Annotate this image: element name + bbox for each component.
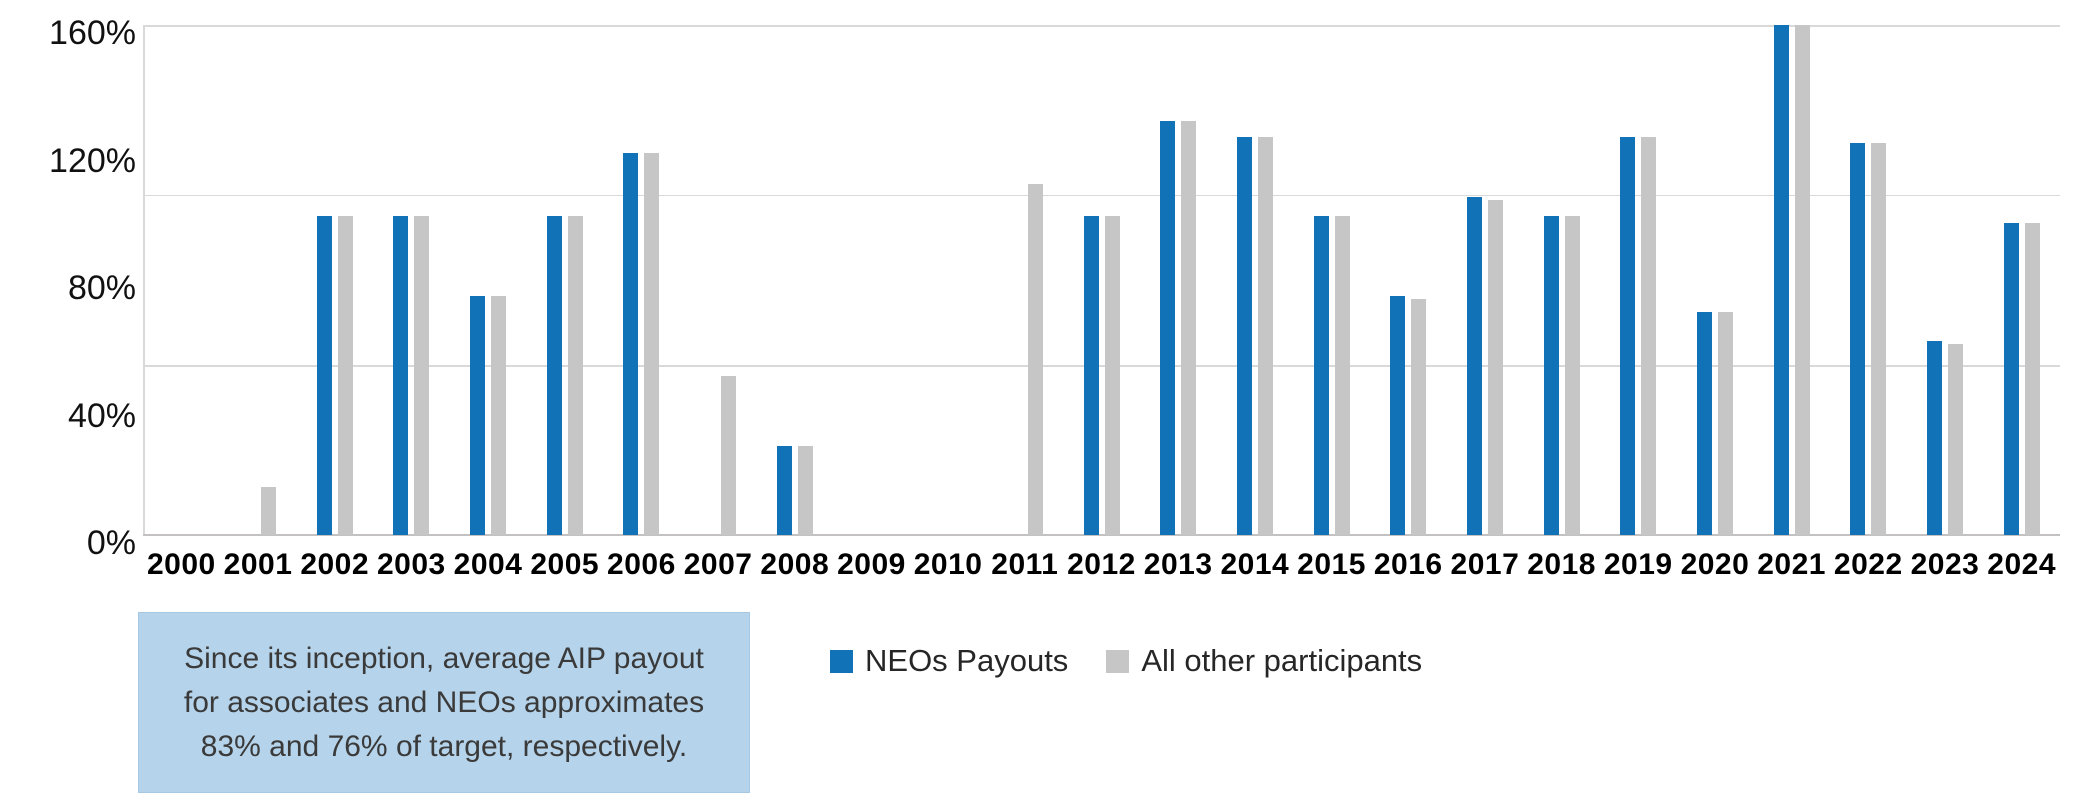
- x-tick-label-2015: 2015: [1297, 548, 1366, 581]
- bar-neos-payouts-2003: [393, 216, 409, 535]
- bar-all-other-participants-2016: [1411, 299, 1427, 535]
- x-tick-label-2001: 2001: [223, 548, 293, 581]
- bar-neos-payouts-2014: [1236, 136, 1252, 535]
- bar-neos-payouts-2008: [776, 445, 792, 535]
- annotation-line: Since its inception, average AIP payout: [184, 641, 704, 675]
- x-tick-label-2019: 2019: [1603, 548, 1673, 581]
- bar-all-other-participants-2002: [337, 216, 353, 535]
- x-tick-label-2018: 2018: [1527, 548, 1596, 581]
- bar-neos-payouts-2020: [1696, 311, 1712, 535]
- x-tick-label-2016: 2016: [1373, 548, 1443, 581]
- legend-label-all-other-participants: All other participants: [1141, 643, 1423, 678]
- bar-neos-payouts-2013: [1160, 120, 1176, 535]
- x-tick-label-2017: 2017: [1450, 548, 1520, 581]
- bar-all-other-participants-2007: [721, 375, 737, 535]
- annotation-line: for associates and NEOs approximates: [183, 685, 705, 719]
- bar-neos-payouts-2019: [1620, 136, 1636, 535]
- bar-all-other-participants-2020: [1717, 311, 1733, 535]
- y-tick-label: 0%: [86, 524, 136, 562]
- legend: NEOs Payouts All other participants: [830, 643, 1422, 679]
- bar-all-other-participants-2012: [1104, 216, 1120, 535]
- legend-label-neos-payouts: NEOs Payouts: [865, 643, 1069, 678]
- x-tick-label-2011: 2011: [991, 548, 1059, 581]
- bar-all-other-participants-2014: [1257, 136, 1273, 535]
- bar-all-other-participants-2006: [644, 152, 660, 535]
- bar-neos-payouts-2021: [1773, 25, 1789, 535]
- y-axis-line: [143, 25, 145, 535]
- x-tick-label-2013: 2013: [1143, 548, 1213, 581]
- x-tick-label-2005: 2005: [530, 548, 600, 581]
- x-tick-label-2008: 2008: [760, 548, 830, 581]
- bar-neos-payouts-2006: [623, 152, 639, 535]
- bar-all-other-participants-2008: [797, 445, 813, 535]
- bar-all-other-participants-2019: [1641, 136, 1657, 535]
- legend-item-all-other-participants: All other participants: [1106, 643, 1422, 679]
- bar-neos-payouts-2015: [1313, 216, 1329, 535]
- bar-all-other-participants-2023: [1947, 343, 1963, 535]
- bar-all-other-participants-2013: [1181, 120, 1197, 535]
- x-tick-label-2007: 2007: [683, 548, 753, 581]
- x-axis-line: [143, 534, 2060, 536]
- bar-all-other-participants-2021: [1794, 25, 1810, 535]
- legend-swatch-all-other-participants: [1106, 649, 1130, 673]
- plot-area: [143, 25, 2060, 536]
- x-tick-label-2024: 2024: [1987, 548, 2057, 581]
- bar-all-other-participants-2003: [414, 216, 430, 535]
- x-tick-label-2012: 2012: [1067, 548, 1136, 581]
- bar-all-other-participants-2011: [1027, 184, 1043, 535]
- x-tick-label-2003: 2003: [377, 548, 446, 581]
- bar-neos-payouts-2002: [316, 216, 332, 535]
- legend-item-neos-payouts: NEOs Payouts: [830, 643, 1068, 679]
- x-tick-label-2020: 2020: [1680, 548, 1750, 581]
- gridline: [143, 25, 2060, 27]
- x-tick-label-2006: 2006: [607, 548, 676, 581]
- bar-neos-payouts-2017: [1466, 197, 1482, 535]
- bar-all-other-participants-2018: [1564, 216, 1580, 535]
- legend-swatch-neos-payouts: [830, 649, 853, 673]
- y-tick-label: 80%: [67, 269, 136, 307]
- x-tick-label-2002: 2002: [300, 548, 370, 581]
- x-tick-label-2021: 2021: [1757, 548, 1826, 581]
- bar-all-other-participants-2024: [2024, 222, 2040, 535]
- x-tick-label-2010: 2010: [913, 548, 983, 581]
- bar-all-other-participants-2005: [567, 216, 583, 535]
- bar-all-other-participants-2015: [1334, 216, 1350, 535]
- x-tick-label-2004: 2004: [453, 548, 523, 581]
- bar-neos-payouts-2016: [1390, 295, 1406, 535]
- gridline: [143, 365, 2060, 367]
- annotation-line: 83% and 76% of target, respectively.: [200, 729, 688, 763]
- y-tick-label: 160%: [49, 14, 136, 52]
- bar-neos-payouts-2012: [1083, 216, 1099, 535]
- bar-neos-payouts-2024: [2003, 222, 2019, 535]
- gridline: [143, 194, 2060, 197]
- bar-neos-payouts-2022: [1850, 142, 1866, 535]
- bar-neos-payouts-2018: [1543, 216, 1559, 535]
- y-tick-label: 40%: [67, 396, 136, 435]
- bar-neos-payouts-2023: [1926, 340, 1942, 535]
- x-tick-label-2023: 2023: [1910, 548, 1980, 581]
- bar-neos-payouts-2005: [546, 216, 562, 535]
- x-tick-label-2022: 2022: [1833, 548, 1903, 581]
- y-tick-label: 120%: [49, 141, 136, 180]
- bar-all-other-participants-2004: [491, 295, 507, 535]
- x-tick-label-2000: 2000: [146, 548, 216, 581]
- x-tick-label-2014: 2014: [1220, 548, 1290, 581]
- bar-all-other-participants-2017: [1487, 200, 1503, 535]
- bar-neos-payouts-2004: [470, 295, 486, 535]
- bar-all-other-participants-2001: [261, 487, 277, 535]
- annotation-callout-box: Since its inception, average AIP payout …: [138, 612, 750, 793]
- x-tick-label-2009: 2009: [837, 548, 906, 581]
- bar-all-other-participants-2022: [1871, 142, 1887, 535]
